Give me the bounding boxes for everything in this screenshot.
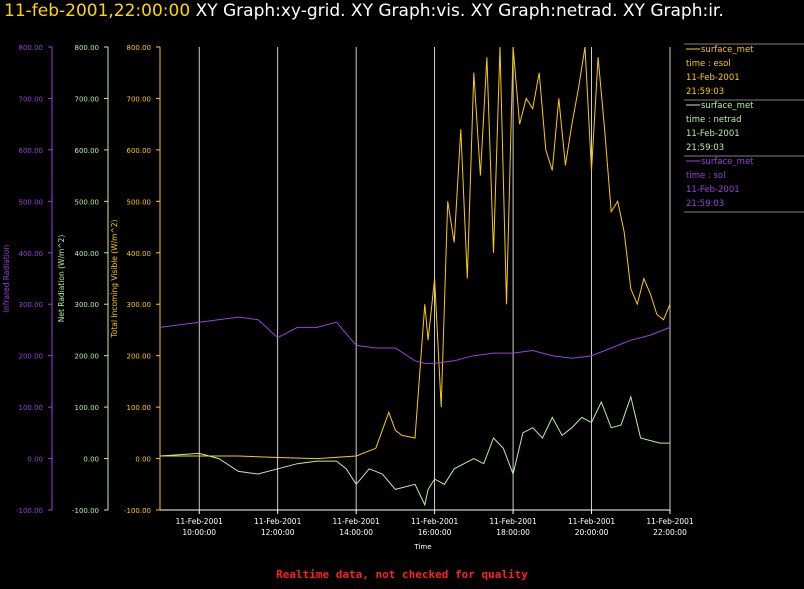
xy-graph: 11-Feb-2001 10:00:00 11-Feb-2001 12:00:00 11… [2, 43, 804, 551]
visible-y-tick-label: 200.00 [127, 353, 152, 361]
visible-y-tick-label: 700.00 [127, 95, 152, 103]
visible-y-tick-label: 800.00 [127, 44, 152, 52]
visible-y-axis-label: Total Incoming Visible (W/m^2) [110, 219, 119, 338]
ir-y-tick-label: -100.00 [16, 507, 43, 515]
x-axis-label: Time [413, 543, 431, 551]
x-tick-label: 16:00:00 [418, 528, 452, 537]
x-tick-label: 11-Feb-2001 [411, 517, 459, 526]
visible-y-tick-label: 400.00 [127, 250, 152, 258]
visible-y-tick-label: 0.00 [135, 456, 151, 464]
ir-y-tick-label: 400.00 [19, 250, 44, 258]
title-timestamp: 11-feb-2001,22:00:00 [4, 1, 191, 21]
legend-text: time : esol [686, 59, 731, 69]
legend-series-name: surface_met [701, 45, 754, 55]
ir-y-axis-label: Infrared Radiation [2, 245, 11, 313]
legend-text: 21:59:03 [686, 199, 724, 209]
x-tick-label: 18:00:00 [496, 528, 530, 537]
netrad-y-tick-label: 500.00 [75, 198, 100, 206]
netrad-y-tick-label: 700.00 [75, 95, 100, 103]
chart-grid [198, 47, 671, 510]
x-tick-label: 11-Feb-2001 [646, 517, 694, 526]
chart-axes: 11-Feb-2001 10:00:00 11-Feb-2001 12:00:00 11… [2, 44, 694, 537]
x-tick-label: 20:00:00 [575, 528, 609, 537]
page-title: 11-feb-2001,22:00:00 XY Graph:xy-grid. X… [4, 1, 724, 21]
visible-y-tick-label: 300.00 [127, 301, 152, 309]
netrad-y-tick-label: 400.00 [75, 250, 100, 258]
ir-y-tick-label: 100.00 [19, 404, 44, 412]
x-tick-label: 11-Feb-2001 [489, 517, 537, 526]
legend-text: time : sol [686, 171, 725, 181]
x-tick-label: 11-Feb-2001 [254, 517, 302, 526]
legend-text: 11-Feb-2001 [686, 185, 740, 195]
ir-y-tick-label: 300.00 [19, 301, 44, 309]
legend-series-name: surface_met [701, 101, 754, 111]
netrad-series-line [159, 395, 670, 507]
netrad-y-tick-label: 800.00 [75, 44, 100, 52]
x-tick-label: 22:00:00 [653, 528, 687, 537]
netrad-y-tick-label: -100.00 [72, 507, 99, 515]
netrad-y-tick-label: 300.00 [75, 301, 100, 309]
netrad-y-tick-label: 100.00 [75, 404, 100, 412]
visible-series-line [160, 46, 671, 460]
netrad-y-tick-label: 600.00 [75, 147, 100, 155]
netrad-y-tick-label: 200.00 [75, 353, 100, 361]
legend-text: time : netrad [686, 115, 742, 125]
x-tick-label: 11-Feb-2001 [568, 517, 616, 526]
x-tick-label: 14:00:00 [339, 528, 373, 537]
legend-text: 21:59:03 [686, 87, 724, 97]
netrad-y-tick-label: 0.00 [83, 456, 99, 464]
visible-y-tick-label: 100.00 [127, 404, 152, 412]
legend-series-name: surface_met [701, 157, 754, 167]
ir-y-tick-label: 600.00 [19, 147, 44, 155]
legend-text: 11-Feb-2001 [686, 73, 740, 83]
data-quality-note: Realtime data, not checked for quality [276, 568, 528, 581]
ir-y-tick-label: 0.00 [27, 456, 43, 464]
ir-y-tick-label: 500.00 [19, 198, 44, 206]
visible-y-tick-label: -100.00 [124, 507, 151, 515]
x-tick-label: 11-Feb-2001 [332, 517, 380, 526]
ir-series-line [159, 316, 671, 364]
legend-text: 11-Feb-2001 [686, 129, 740, 139]
visible-y-tick-label: 600.00 [127, 147, 152, 155]
visible-y-tick-label: 500.00 [127, 198, 152, 206]
netrad-y-axis-label: Net Radiation (W/m^2) [57, 235, 66, 323]
ir-y-tick-label: 200.00 [19, 353, 44, 361]
title-graph-list: XY Graph:xy-grid. XY Graph:vis. XY Graph… [195, 1, 724, 21]
ir-y-tick-label: 800.00 [19, 44, 44, 52]
x-tick-label: 11-Feb-2001 [176, 517, 224, 526]
legend-text: 21:59:03 [686, 143, 724, 153]
x-tick-label: 10:00:00 [182, 528, 216, 537]
ir-y-tick-label: 700.00 [19, 95, 44, 103]
chart-series [159, 46, 671, 507]
x-tick-label: 12:00:00 [261, 528, 295, 537]
